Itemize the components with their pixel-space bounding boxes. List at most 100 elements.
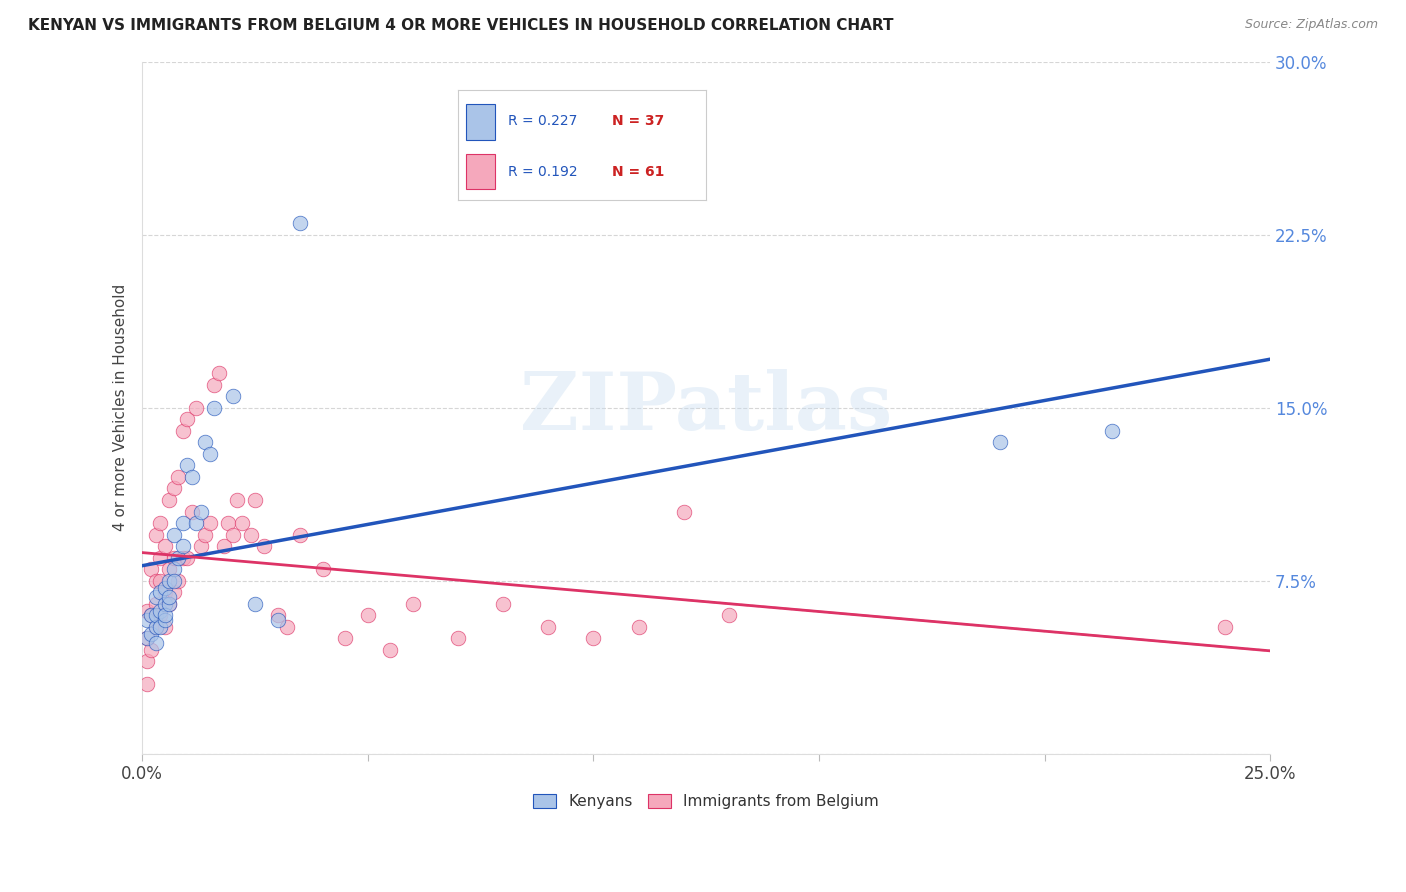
Point (145, 620, 167, 634)
Point (243, 493, 266, 508)
Point (157, 597, 180, 611)
Point (176, 550, 198, 565)
Point (149, 516, 172, 530)
Point (190, 539, 212, 553)
Point (627, 620, 650, 634)
Point (204, 401, 226, 415)
Point (186, 516, 208, 530)
Point (145, 636, 167, 650)
Point (167, 550, 190, 565)
Point (145, 608, 167, 623)
Point (198, 516, 221, 530)
Point (172, 424, 194, 438)
Point (153, 608, 176, 623)
Point (157, 562, 180, 576)
Point (153, 613, 176, 627)
Point (163, 550, 186, 565)
Point (194, 435, 217, 450)
Point (208, 366, 231, 380)
Point (537, 620, 560, 634)
Point (153, 620, 176, 634)
Point (357, 608, 380, 623)
Point (172, 539, 194, 553)
Point (153, 597, 176, 611)
Point (1101, 424, 1123, 438)
Point (149, 620, 172, 634)
Point (157, 493, 180, 508)
Point (163, 585, 186, 599)
Point (221, 527, 243, 541)
Point (149, 604, 172, 618)
Point (181, 504, 204, 518)
Point (141, 642, 163, 657)
Point (290, 527, 312, 541)
Point (167, 470, 190, 484)
Text: Source: ZipAtlas.com: Source: ZipAtlas.com (1244, 18, 1378, 31)
Point (243, 597, 266, 611)
Point (149, 585, 172, 599)
Point (135, 632, 157, 646)
Point (135, 613, 157, 627)
Point (181, 470, 204, 484)
Point (186, 401, 208, 415)
Point (1213, 620, 1236, 634)
Point (226, 493, 249, 508)
Point (167, 574, 190, 588)
Point (157, 574, 180, 588)
Point (153, 539, 176, 553)
Point (717, 608, 740, 623)
Point (145, 527, 167, 541)
Point (672, 504, 695, 518)
Point (163, 574, 186, 588)
Point (380, 642, 402, 657)
Point (582, 632, 605, 646)
Point (221, 389, 243, 403)
Point (194, 527, 217, 541)
Point (447, 632, 470, 646)
Point (135, 654, 157, 668)
Point (266, 608, 288, 623)
Point (135, 632, 157, 646)
Point (145, 620, 167, 634)
Point (988, 435, 1011, 450)
Point (217, 516, 239, 530)
Point (212, 539, 235, 553)
Point (141, 608, 163, 623)
Point (141, 626, 163, 640)
Point (135, 604, 157, 618)
Point (290, 217, 312, 231)
Point (153, 581, 176, 595)
Point (163, 562, 186, 576)
Point (198, 447, 221, 461)
Point (163, 527, 186, 541)
Point (157, 597, 180, 611)
Point (145, 597, 167, 611)
Point (402, 597, 425, 611)
Point (149, 574, 172, 588)
Point (145, 574, 167, 588)
Point (172, 550, 194, 565)
Point (176, 412, 198, 426)
Point (312, 562, 335, 576)
Y-axis label: 4 or more Vehicles in Household: 4 or more Vehicles in Household (114, 285, 128, 532)
Point (231, 516, 253, 530)
Text: KENYAN VS IMMIGRANTS FROM BELGIUM 4 OR MORE VEHICLES IN HOUSEHOLD CORRELATION CH: KENYAN VS IMMIGRANTS FROM BELGIUM 4 OR M… (28, 18, 894, 33)
Point (253, 539, 276, 553)
Point (172, 516, 194, 530)
Point (141, 562, 163, 576)
Point (239, 527, 262, 541)
Point (266, 613, 288, 627)
Point (149, 608, 172, 623)
Point (141, 608, 163, 623)
Point (176, 458, 198, 473)
Point (204, 377, 226, 392)
Point (149, 550, 172, 565)
Point (276, 620, 298, 634)
Point (135, 677, 157, 691)
Point (492, 597, 515, 611)
Point (153, 585, 176, 599)
Point (190, 504, 212, 518)
Point (157, 590, 180, 604)
Point (163, 482, 186, 496)
Legend: Kenyans, Immigrants from Belgium: Kenyans, Immigrants from Belgium (527, 788, 886, 815)
